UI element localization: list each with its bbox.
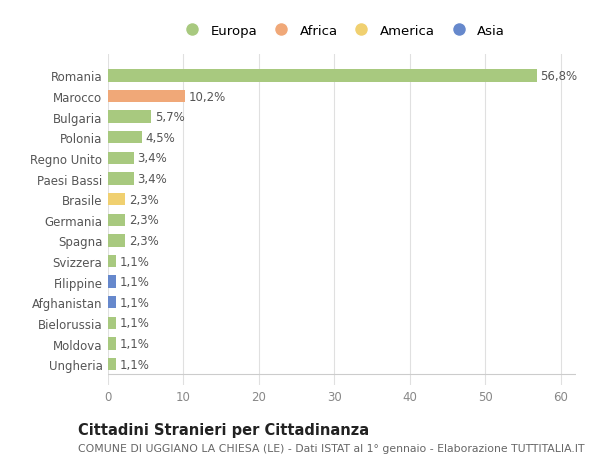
Bar [108, 297, 116, 309]
Bar [108, 132, 142, 144]
Text: 3,4%: 3,4% [137, 152, 167, 165]
Text: 1,1%: 1,1% [120, 275, 150, 289]
Text: 1,1%: 1,1% [120, 255, 150, 268]
Text: 3,4%: 3,4% [137, 173, 167, 185]
Bar [108, 317, 116, 330]
Text: 10,2%: 10,2% [189, 90, 226, 103]
Bar [108, 214, 125, 226]
Bar [108, 235, 125, 247]
Text: COMUNE DI UGGIANO LA CHIESA (LE) - Dati ISTAT al 1° gennaio - Elaborazione TUTTI: COMUNE DI UGGIANO LA CHIESA (LE) - Dati … [78, 443, 584, 453]
Bar [108, 276, 116, 288]
Bar [108, 70, 537, 83]
Legend: Europa, Africa, America, Asia: Europa, Africa, America, Asia [176, 22, 508, 40]
Text: Cittadini Stranieri per Cittadinanza: Cittadini Stranieri per Cittadinanza [78, 422, 369, 437]
Text: 1,1%: 1,1% [120, 296, 150, 309]
Text: 1,1%: 1,1% [120, 337, 150, 350]
Text: 4,5%: 4,5% [146, 132, 175, 145]
Text: 2,3%: 2,3% [129, 214, 159, 227]
Text: 1,1%: 1,1% [120, 317, 150, 330]
Text: 5,7%: 5,7% [155, 111, 185, 124]
Text: 2,3%: 2,3% [129, 193, 159, 206]
Bar [108, 91, 185, 103]
Bar [108, 358, 116, 370]
Bar [108, 255, 116, 268]
Text: 2,3%: 2,3% [129, 235, 159, 247]
Bar [108, 111, 151, 123]
Bar [108, 338, 116, 350]
Text: 56,8%: 56,8% [541, 70, 578, 83]
Bar [108, 173, 134, 185]
Bar [108, 152, 134, 165]
Text: 1,1%: 1,1% [120, 358, 150, 371]
Bar [108, 194, 125, 206]
